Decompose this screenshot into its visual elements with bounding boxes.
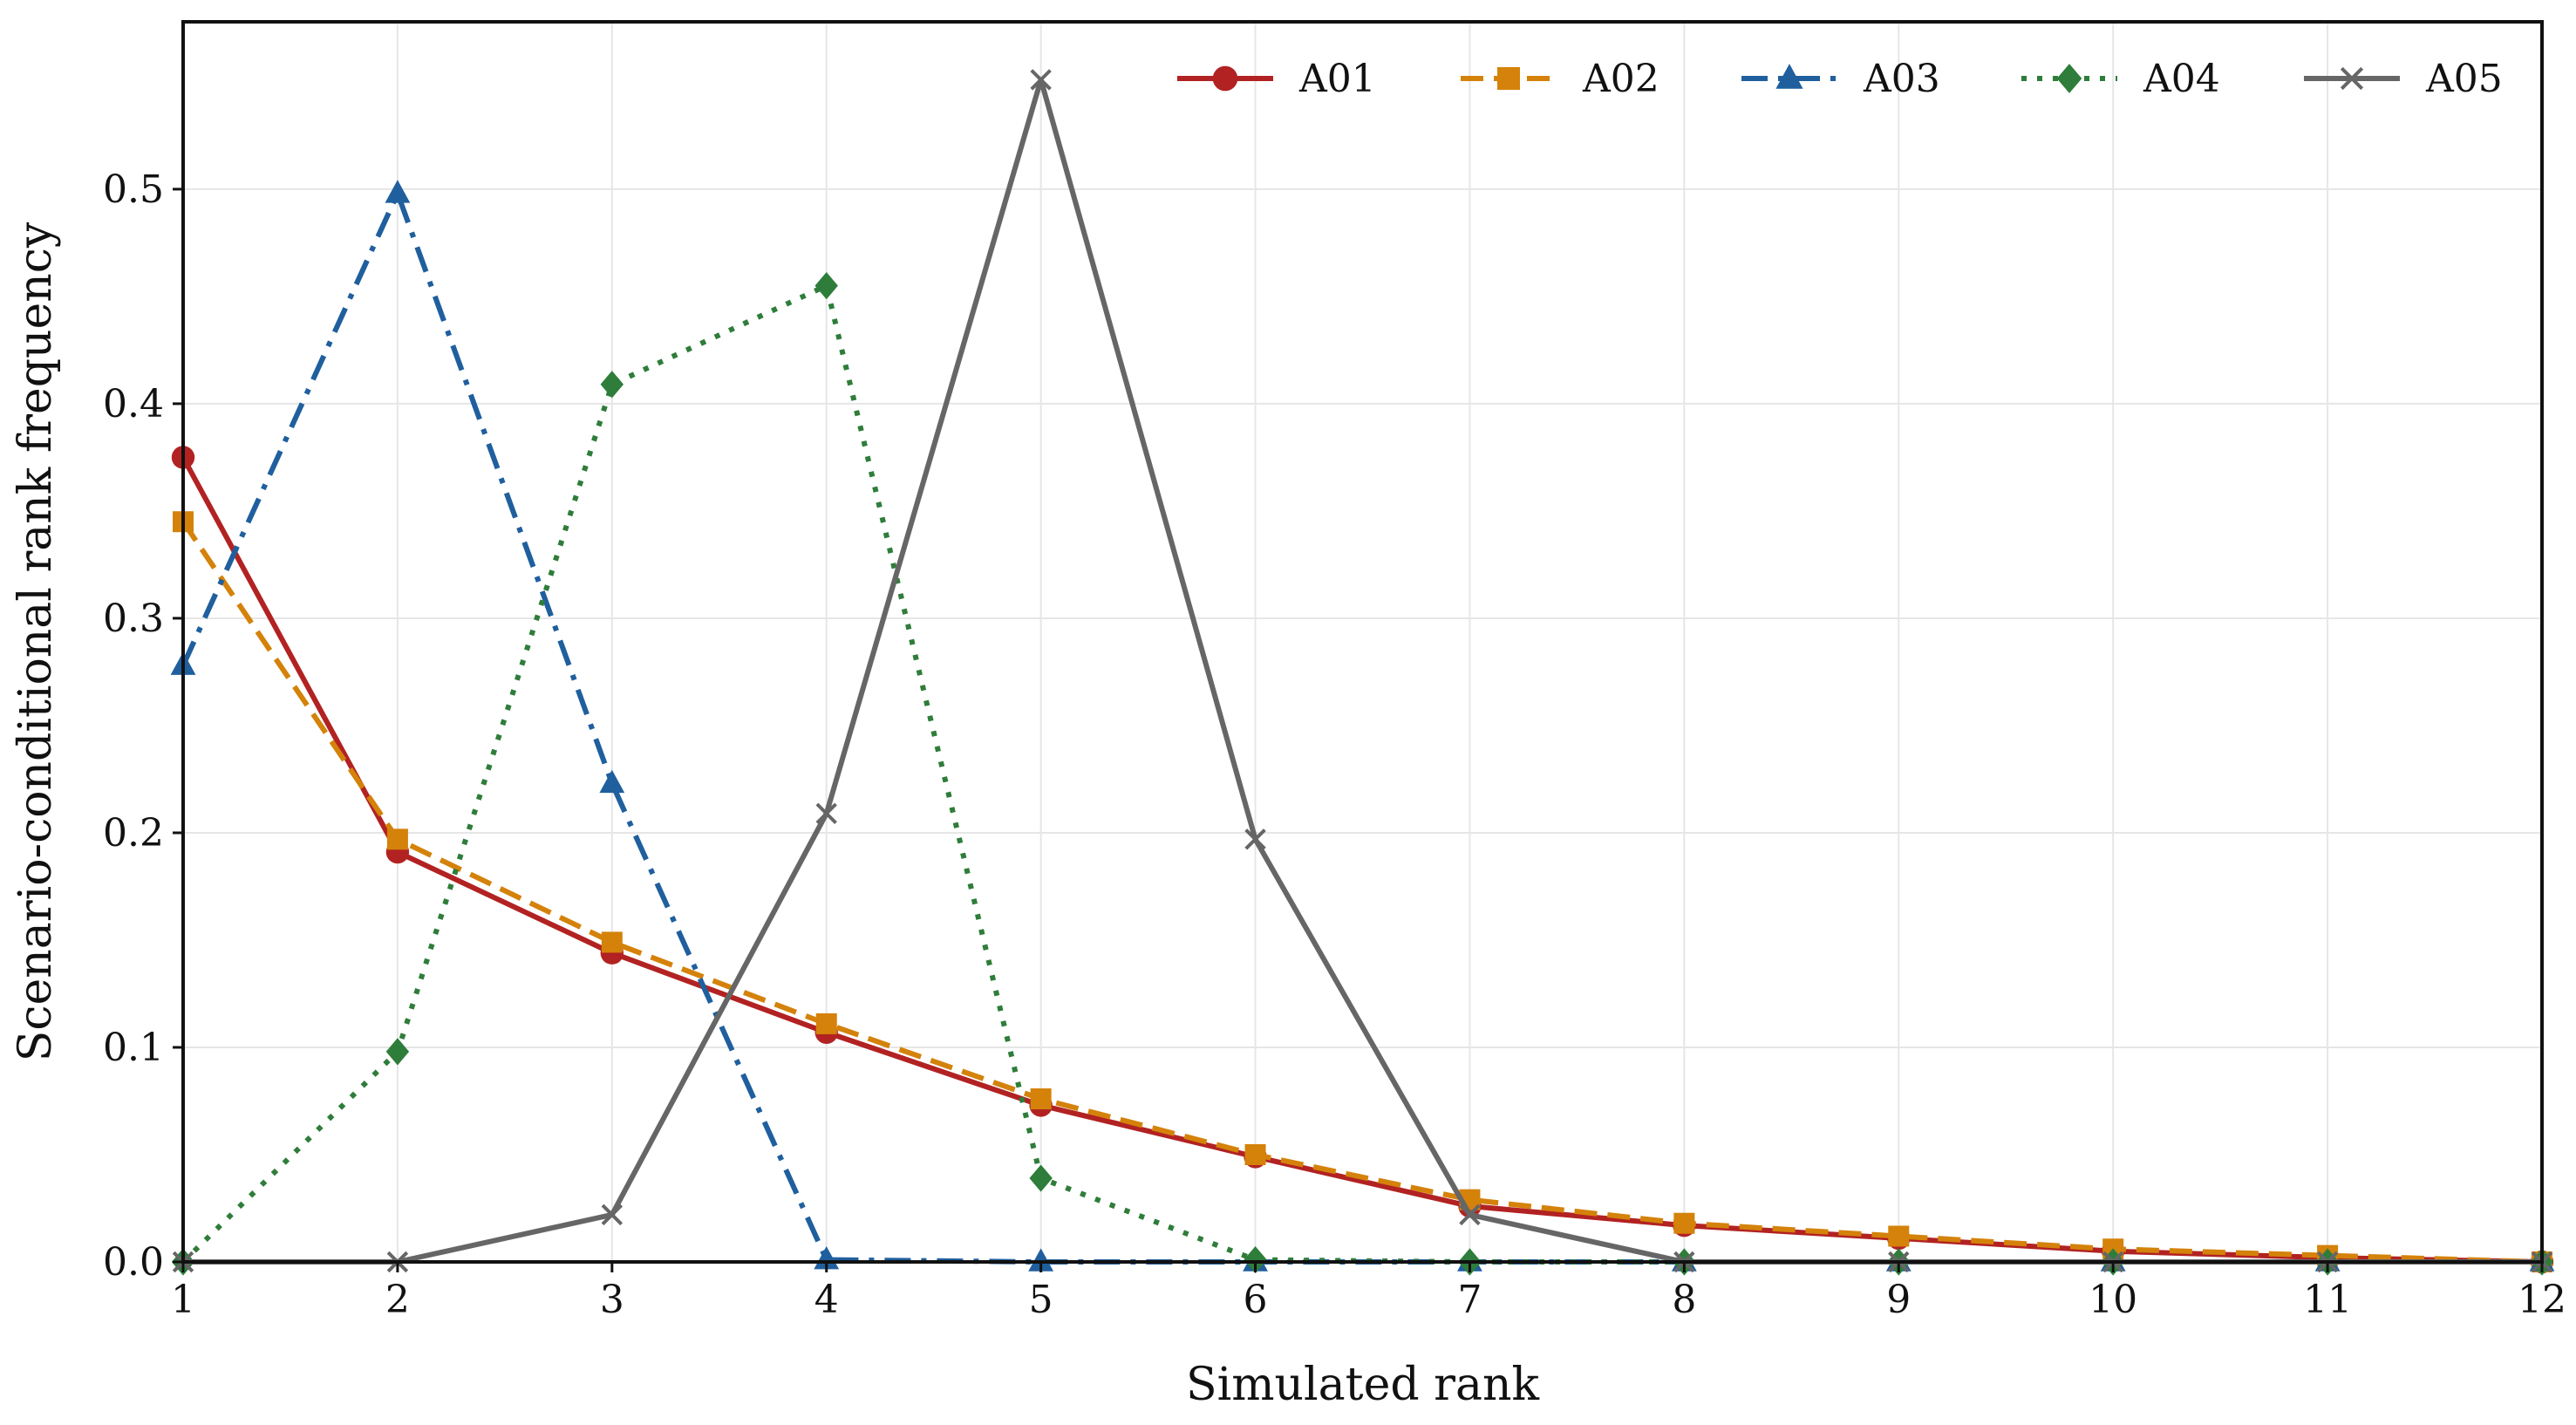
data-point-a03 [1028,1248,1054,1272]
x-tick-label: 9 [1886,1278,1911,1322]
data-point-a03 [385,180,411,203]
legend-entry-a03: A03 [1741,57,1940,101]
series-line-a05 [183,77,2542,1265]
x-tick-label: 10 [2089,1278,2137,1322]
legend-marker [1775,64,1803,89]
y-tick-label: 0.0 [103,1240,164,1285]
data-point-a04 [385,1038,410,1066]
legend-marker [1212,65,1238,92]
x-tick-label: 7 [1457,1278,1482,1322]
data-point-a02 [1030,1088,1052,1110]
series-a04 [171,272,2554,1276]
legend-label: A02 [1582,57,1659,101]
x-tick-label: 4 [814,1278,839,1322]
x-tick-label: 8 [1672,1278,1696,1322]
legend-entry-a04: A04 [2021,57,2220,101]
series-line-a02 [181,520,2543,1265]
ticks-layer: 1 2 3 4 5 6 7 8 9 10 11 120.00.10.20.30.40.5 [103,167,2566,1322]
series-line-a04 [181,283,2542,1265]
x-tick-label: 12 [2518,1278,2566,1322]
data-point-a02 [1673,1212,1695,1234]
x-tick-label: 2 [385,1278,410,1322]
x-tick-label: 3 [600,1278,624,1322]
data-point-a03 [599,769,625,794]
data-point-a02 [815,1012,837,1034]
y-tick-label: 0.5 [103,167,164,212]
legend-entry-a05: A05 [2304,57,2503,101]
legend-entry-a01: A01 [1177,57,1376,101]
legend-label: A01 [1298,57,1376,101]
grid-layer [182,22,2543,1263]
legend-entry-a02: A02 [1461,57,1659,101]
y-axis-title: Scenario-conditional rank frequency [10,222,62,1061]
plot-area-frame [181,20,2544,1264]
data-point-a04 [600,371,624,399]
y-tick-label: 0.1 [103,1026,164,1070]
data-point-a05 [1244,828,1266,850]
legend-label: A03 [1863,57,1940,101]
data-point-a02 [1244,1143,1266,1165]
series-a05 [172,69,2553,1273]
y-tick-label: 0.2 [103,811,164,856]
series-a03 [170,180,2555,1272]
y-tick-label: 0.3 [103,597,164,641]
legend-label: A04 [2143,57,2220,101]
data-point-a04 [1244,1245,1267,1274]
x-tick-label: 5 [1029,1278,1053,1322]
series-a01 [171,446,2554,1274]
x-tick-label: 1 [171,1278,195,1322]
x-tick-label: 11 [2303,1278,2352,1322]
data-point-a04 [814,272,838,300]
data-point-a02 [1888,1225,1910,1247]
series-line-a03 [181,190,2542,1265]
legend-marker [2056,64,2082,93]
series-a02 [173,511,2552,1272]
data-point-a02 [386,828,408,850]
data-point-a02 [601,931,623,953]
legend-marker [2340,66,2364,91]
y-tick-label: 0.4 [103,382,164,426]
legend: A01 A02 A03 A04 A05 [1177,57,2503,101]
data-point-a05 [601,1203,624,1226]
x-axis-title: Simulated rank [1186,1359,1540,1411]
data-point-a05 [1030,69,1052,91]
data-point-a05 [815,802,837,825]
data-point-a05 [1459,1203,1481,1226]
series-layer [170,69,2555,1276]
x-tick-label: 6 [1244,1278,1268,1322]
data-point-a04 [1029,1164,1053,1192]
legend-marker [1497,67,1520,90]
legend-label: A05 [2425,57,2503,101]
